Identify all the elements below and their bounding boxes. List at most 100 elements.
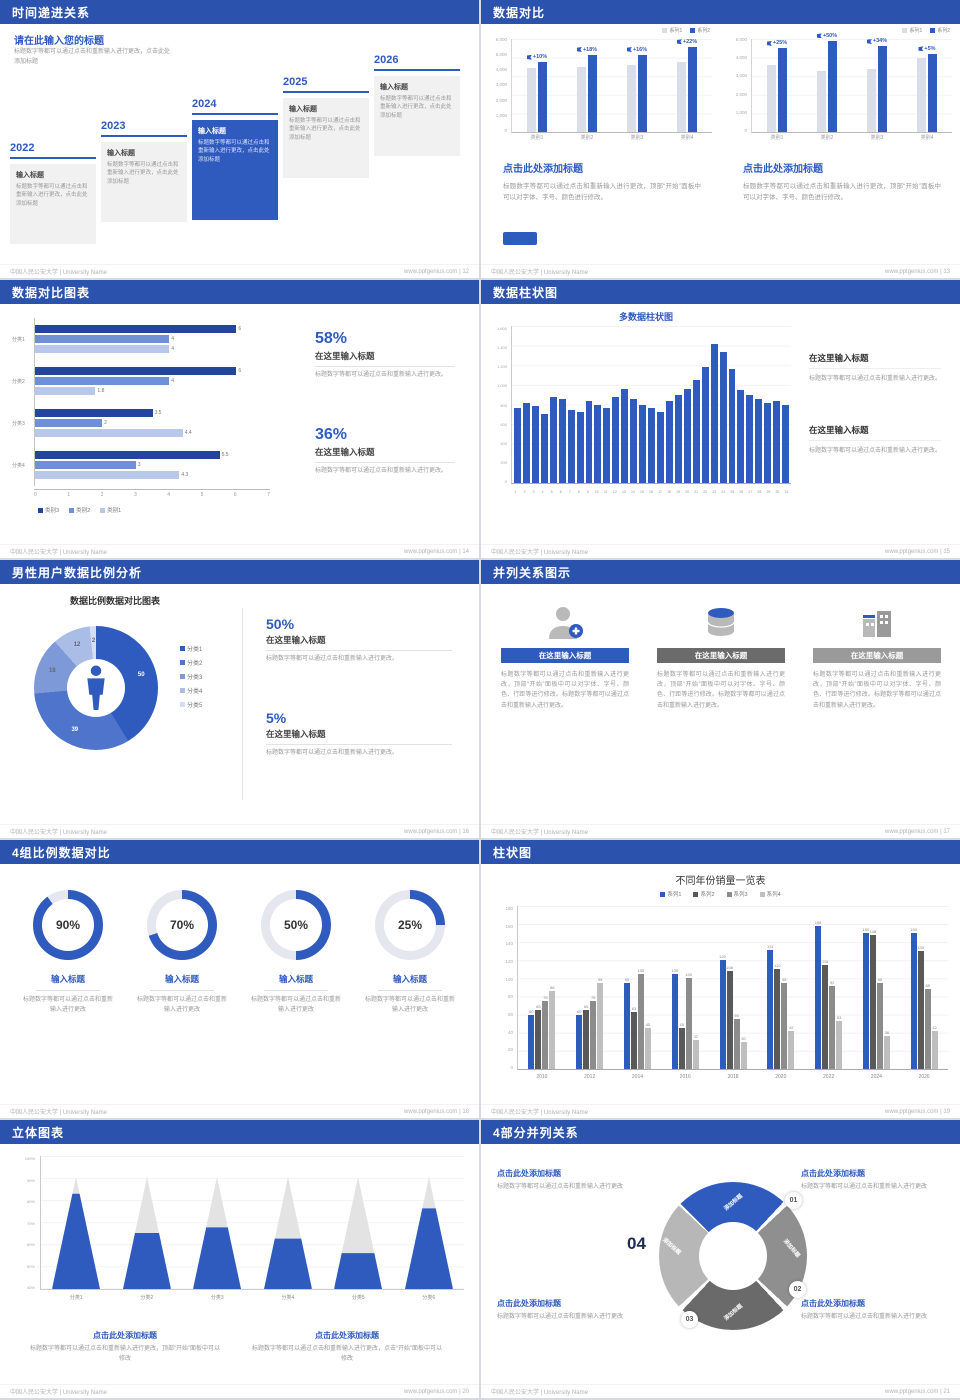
- y-tick: 800: [500, 402, 507, 408]
- flag-icon: [816, 33, 822, 39]
- growth-label: +34%: [866, 38, 887, 44]
- bars: 3.5 2 4.4: [34, 402, 270, 444]
- x-tick: 22: [703, 490, 708, 494]
- bar: [576, 412, 584, 483]
- slide-header: 4组比例数据对比: [0, 840, 479, 864]
- value-label: 30: [741, 1035, 746, 1041]
- y-tick: 2,000: [735, 91, 747, 97]
- footer-sep: |: [457, 268, 463, 275]
- footer-org: 中国人民公安大学 | University Name: [10, 830, 107, 836]
- wheel-center: [699, 1222, 767, 1290]
- legend-swatch: [930, 28, 936, 33]
- cone-fill: [193, 1227, 242, 1289]
- chart-legend: 系列1 系列2: [662, 27, 710, 34]
- slide-data-comparison[interactable]: 数据对比 系列1 系列2 6,000 5,000 4,000 3,000 2,000 1,…: [481, 0, 960, 278]
- divider: [150, 990, 214, 991]
- x-tick: 17: [658, 490, 662, 494]
- bar: [788, 1030, 795, 1069]
- x-tick: 13: [621, 490, 626, 494]
- bar: [782, 404, 790, 483]
- segment-value: 18: [48, 667, 56, 674]
- stat-body: 标题数字等都可以通过点击和重新输入进行更改。: [315, 372, 448, 378]
- bar: [648, 408, 655, 483]
- divider: [378, 990, 442, 991]
- bars: 120 108 55 30: [709, 906, 757, 1069]
- footer-org: 中国人民公安大学 | University Name: [491, 1110, 588, 1116]
- year-label: 2020: [775, 1074, 787, 1080]
- slide-four-part-relation[interactable]: 4部分并列关系 点击此处添加标题 标题数字等都可以通过点击和重新输入进行更改 点…: [481, 1120, 960, 1398]
- bar: [685, 978, 692, 1069]
- slide-title: 4组比例数据对比: [12, 845, 111, 860]
- slide-3d-cone-chart[interactable]: 立体图表 100% 90% 80% 70% 60% 50% 40% 分类1 分类2 分类3 分类4…: [0, 1120, 479, 1398]
- category-label: 类别1: [770, 135, 784, 141]
- slide-parallel-relations[interactable]: 并列关系图示 在这里输入标题 标题数字等都可以通过点击和重新输入进行更改，顶部“…: [481, 560, 960, 838]
- series2-bar: [688, 46, 697, 132]
- slide-comparison-chart[interactable]: 数据对比图表 分类1 6 4 4 分类2 6 4 1.8 分类3 3.5 2 4.4 分类4 5.5 3 4.…: [0, 280, 479, 558]
- value-label: 60: [529, 1008, 534, 1014]
- value-label: 95: [782, 976, 787, 982]
- icon-area: [657, 598, 785, 648]
- x-tick: 5: [550, 490, 553, 494]
- flag-icon: [866, 38, 872, 44]
- bar-wrap: 42: [931, 906, 938, 1069]
- segment-number: 02: [789, 1281, 806, 1298]
- category-label: 类别4: [920, 135, 934, 141]
- bar-wrap: 53: [836, 906, 843, 1069]
- value-label: 150: [910, 927, 917, 933]
- footer-site: www.pptgenius.com: [404, 828, 458, 835]
- y-axis: 1,600 1,400 1,200 1,000 800 600 400 200 0: [491, 326, 509, 484]
- bar: [701, 367, 709, 483]
- segment-label: 添加标题: [723, 1193, 745, 1213]
- y-axis: 100% 90% 80% 70% 60% 50% 40%: [14, 1156, 38, 1290]
- value-label: 3: [137, 462, 141, 468]
- block-heading: 点击此处添加标题: [801, 1299, 865, 1308]
- database-icon: [707, 608, 735, 636]
- y-tick: 60: [507, 1011, 513, 1017]
- bar-group: +10% 类别1: [512, 39, 562, 141]
- legend-label: 系列2: [937, 28, 950, 34]
- timeline-step-title: 输入标题: [380, 84, 408, 91]
- timeline-step: 2023 输入标题 标题数字等都可以通过点击和重新输入进行更改，点击此处添加标题: [101, 120, 187, 222]
- column-body: 标题数字等都可以通过点击和重新输入进行更改，顶部“开始”面板中可以对字体、字号、…: [657, 672, 785, 709]
- bar: [692, 379, 700, 483]
- y-axis: 5,000 4,000 3,000 2,000 1,000 0: [731, 37, 749, 133]
- year-group: 158 115 92 53 2022: [805, 906, 853, 1080]
- bar: [671, 973, 678, 1069]
- bar-wrap: 131: [767, 906, 774, 1069]
- x-tick: 2: [100, 492, 104, 498]
- bar: [630, 1011, 637, 1069]
- slide-male-user-ratio[interactable]: 男性用户数据比例分析 数据比例数据对比图表 50 39 18 12 2 分类1 分类2 分类…: [0, 560, 479, 838]
- slide-grouped-bar-chart[interactable]: 柱状图 不同年份销量一览表 系列1 系列2 系列3 系列4 180 160 140 120 1…: [481, 840, 960, 1118]
- flag-icon: [526, 54, 532, 60]
- bar: [883, 1036, 890, 1069]
- bar: [639, 404, 647, 483]
- bar-row: 4.3: [35, 471, 270, 479]
- slide-column-chart[interactable]: 数据柱状图 多数据柱状图 1,600 1,400 1,200 1,000 800 600 4…: [481, 280, 960, 558]
- y-tick: 1,200: [496, 364, 507, 370]
- bar: [781, 982, 788, 1069]
- value-label: 108: [726, 965, 733, 971]
- bar: [35, 335, 170, 343]
- bars: 131 110 95 42: [757, 906, 805, 1069]
- text-block: 点击此处添加标题 标题数字等都可以通过点击和重新输入进行更改: [801, 1168, 951, 1193]
- ring-value: 50%: [270, 899, 322, 951]
- bars: 5.5 3 4.3: [34, 444, 270, 486]
- y-tick: 400: [500, 440, 507, 446]
- footer-sep: |: [457, 548, 463, 555]
- series1-bar: [817, 70, 826, 132]
- bar: [35, 377, 170, 385]
- slide-four-ratio-comparison[interactable]: 4组比例数据对比 90% 输入标题 标题数字等都可以通过点击和重新输入进行更改 …: [0, 840, 479, 1118]
- y-tick: 140: [505, 941, 513, 947]
- bar-group: 分类3 3.5 2 4.4: [12, 402, 270, 444]
- bar-group: 分类1 6 4 4: [12, 318, 270, 360]
- footer-site: www.pptgenius.com: [404, 268, 458, 275]
- bar: [755, 398, 763, 483]
- slide-time-progression[interactable]: 时间递进关系 请在此输入您的标题 标题数字等都可以通过点击和重新输入进行更改，点…: [0, 0, 479, 278]
- segment-value: 50: [137, 672, 145, 679]
- flag-icon: [626, 47, 632, 52]
- x-tick: 2: [523, 490, 526, 494]
- category-label: 类别1: [530, 135, 544, 141]
- bar: [514, 408, 521, 483]
- block-heading: 点击此处添加标题: [497, 1169, 561, 1178]
- timeline-step: 2025 输入标题 标题数字等都可以通过点击和重新输入进行更改，点击此处添加标题: [283, 76, 369, 178]
